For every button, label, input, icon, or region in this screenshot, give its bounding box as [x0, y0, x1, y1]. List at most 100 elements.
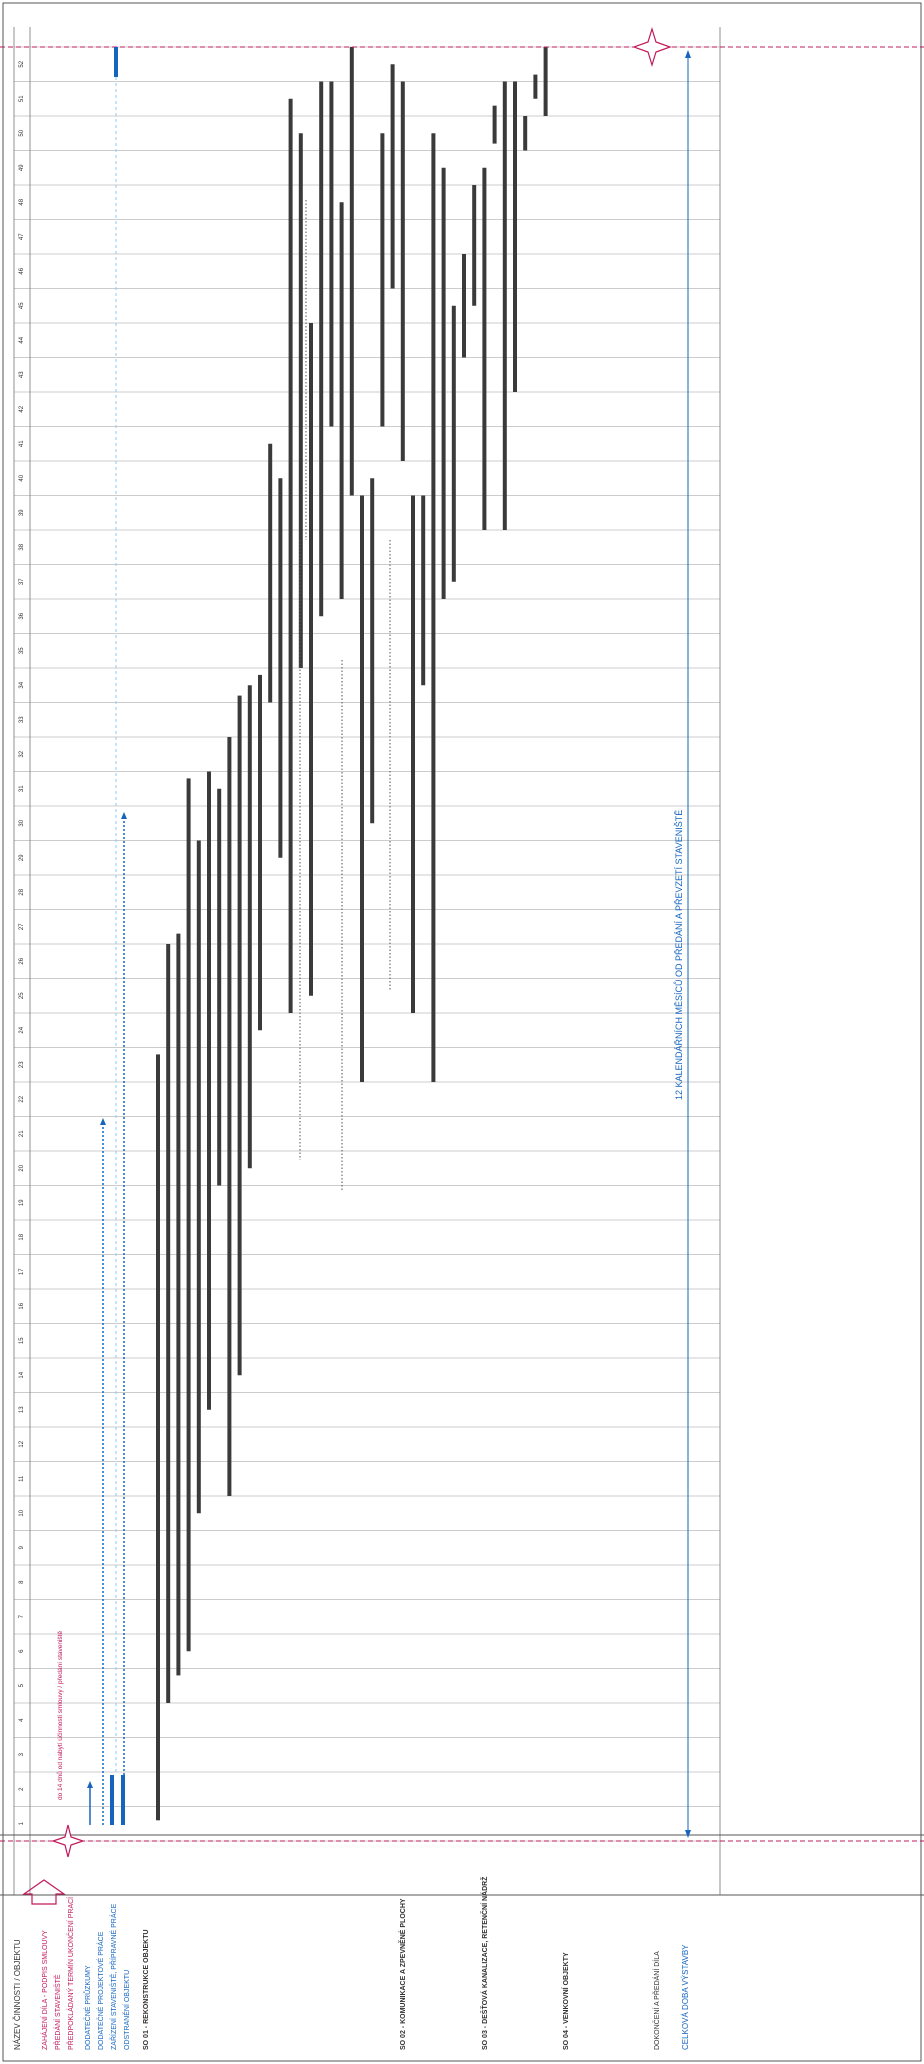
week-number: 6	[19, 1649, 25, 1653]
task-bar	[186, 778, 191, 1652]
task-bar	[390, 64, 395, 289]
week-number: 27	[19, 923, 25, 930]
week-number: 12	[19, 1440, 25, 1447]
week-number: 7	[19, 1614, 25, 1618]
week-number: 40	[19, 474, 25, 481]
task-bar	[523, 116, 528, 151]
week-number: 37	[19, 578, 25, 585]
week-number: 8	[19, 1580, 25, 1584]
task-bar	[156, 1054, 160, 1821]
task-bar	[543, 47, 548, 116]
task-bar	[380, 133, 385, 427]
milestone-label: ZAHÁJENÍ DÍLA - PODPIS SMLOUVY	[40, 1930, 49, 2050]
week-number: 32	[19, 750, 25, 757]
overall-span: 12 KALENDÁŘNÍCH MĚSÍCŮ OD PŘEDÁNÍ A PŘEV…	[673, 50, 691, 1838]
week-number: 19	[19, 1199, 25, 1206]
week-number: 35	[19, 647, 25, 654]
footer-item-label: DOKONČENÍ A PŘEDÁNÍ DÍLA	[652, 1951, 661, 2050]
week-number: 33	[19, 716, 25, 723]
task-bar	[349, 47, 354, 496]
week-number: 42	[19, 405, 25, 412]
week-number: 3	[19, 1752, 25, 1756]
task-bar	[217, 788, 222, 1186]
week-number: 52	[19, 60, 25, 67]
header-title: NÁZEV ČINNOSTI / OBJEKTU	[13, 1939, 22, 2050]
week-number: 41	[19, 440, 25, 447]
task-bar	[492, 105, 497, 144]
week-number: 5	[19, 1683, 25, 1687]
week-number: 10	[19, 1509, 25, 1516]
week-number: 2	[19, 1787, 25, 1791]
week-number: 46	[19, 267, 25, 274]
prep-bars	[87, 47, 127, 1825]
start-star-icon	[51, 1824, 85, 1858]
task-bar	[360, 495, 364, 1082]
task-bar	[309, 323, 313, 996]
task-bar	[268, 443, 273, 703]
task-bar	[227, 737, 232, 1496]
task-bar	[411, 495, 415, 1013]
week-number: 23	[19, 1061, 25, 1068]
week-number: 15	[19, 1337, 25, 1344]
task-bar	[288, 98, 293, 1013]
week-number: 39	[19, 509, 25, 516]
week-number: 31	[19, 785, 25, 792]
week-number: 16	[19, 1302, 25, 1309]
task-bar	[329, 81, 334, 427]
week-number: 29	[19, 854, 25, 861]
week-number-row: 1234567891011121314151617181920212223242…	[19, 60, 25, 1825]
week-number: 28	[19, 888, 25, 895]
task-bar	[451, 305, 456, 582]
annotation-text: do 14 dnů od nabytí účinnosti smlouvy / …	[56, 1631, 64, 1800]
milestone-label: PŘEDPOKLÁDANÝ TERMÍN UKONČENÍ PRACÍ	[66, 1897, 75, 2050]
week-number: 17	[19, 1268, 25, 1275]
prep-label: DODATEČNÉ PRŮZKUMY	[83, 1965, 92, 2050]
task-bar	[370, 478, 375, 824]
week-number: 50	[19, 129, 25, 136]
week-number: 47	[19, 233, 25, 240]
task-bar	[298, 133, 303, 668]
task-label-column: NÁZEV ČINNOSTI / OBJEKTU ZAHÁJENÍ DÍLA -…	[0, 1834, 924, 2050]
section-title: SO 04 - VENKOVNÍ OBJEKTY	[561, 1952, 570, 2050]
task-bar	[482, 167, 487, 530]
milestone-label: PŘEDÁNÍ STAVENIŠTĚ	[53, 1974, 62, 2050]
milestones: do 14 dnů od nabytí účinnosti smlouvy / …	[0, 26, 924, 1905]
task-bar	[196, 840, 201, 1514]
section-title: SO 02 - KOMUNIKACE A ZPEVNĚNÉ PLOCHY	[398, 1898, 407, 2050]
timeline-grid	[13, 27, 721, 1895]
dependency-lines	[299, 200, 391, 1190]
section-title: SO 01 - REKONSTRUKCE OBJEKTU	[143, 1929, 150, 2050]
task-bar	[278, 478, 283, 858]
week-number: 13	[19, 1406, 25, 1413]
task-bar	[319, 81, 324, 617]
task-bar	[166, 944, 171, 1703]
task-bar	[176, 933, 181, 1676]
task-bar	[533, 74, 538, 99]
task-bar	[237, 695, 242, 1376]
task-bar	[207, 771, 211, 1410]
week-number: 49	[19, 164, 25, 171]
week-number: 51	[19, 95, 25, 102]
task-bar	[462, 254, 466, 358]
prep-label: ZAŘÍZENÍ STAVENIŠTĚ, PŘÍPRAVNÉ PRÁCE	[109, 1903, 118, 2050]
week-number: 4	[19, 1718, 25, 1722]
task-bar	[421, 495, 426, 686]
week-number: 9	[19, 1545, 25, 1549]
task-bar	[400, 81, 405, 461]
week-number: 30	[19, 819, 25, 826]
span-note: 12 KALENDÁŘNÍCH MĚSÍCŮ OD PŘEDÁNÍ A PŘEV…	[673, 810, 684, 1100]
week-number: 11	[19, 1475, 25, 1482]
week-number: 14	[19, 1371, 25, 1378]
end-star-icon	[632, 26, 672, 68]
task-bar	[502, 81, 507, 530]
task-bar	[339, 202, 344, 599]
week-number: 20	[19, 1164, 25, 1171]
week-number: 36	[19, 612, 25, 619]
start-arrow-icon	[22, 1879, 66, 1905]
week-number: 24	[19, 1026, 25, 1033]
task-bars	[156, 47, 548, 1821]
task-bar	[441, 167, 446, 599]
week-number: 26	[19, 957, 25, 964]
week-number: 44	[19, 336, 25, 343]
